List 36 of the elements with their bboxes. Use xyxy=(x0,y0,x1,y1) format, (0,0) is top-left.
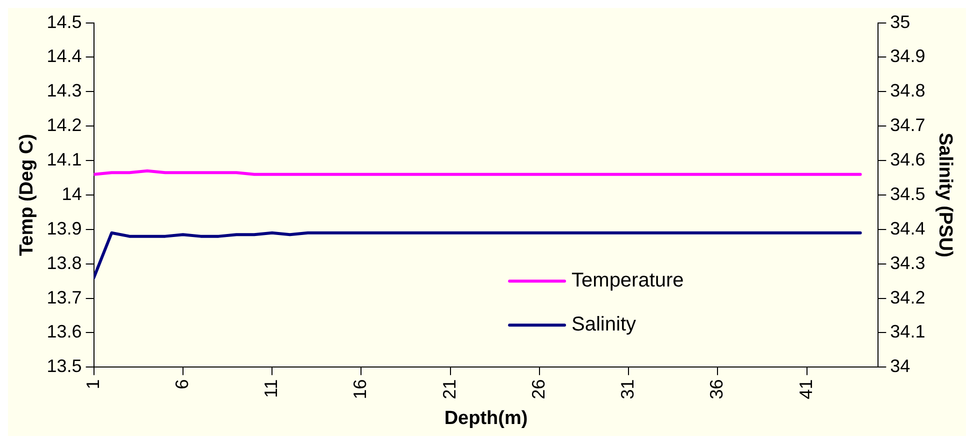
y-tick-label: 14.4 xyxy=(46,46,82,66)
x-tick-label: 21 xyxy=(439,379,460,400)
y2-tick-label: 34.1 xyxy=(890,322,926,342)
y-tick-label: 13.9 xyxy=(46,218,82,238)
y2-tick-label: 34.6 xyxy=(890,150,926,170)
legend-label: Temperature xyxy=(572,270,684,292)
y2-tick-label: 34.9 xyxy=(890,46,926,66)
y2-tick-label: 34.8 xyxy=(890,80,926,101)
y-tick-label: 14.3 xyxy=(46,80,82,101)
y-tick-label: 14.5 xyxy=(46,12,82,32)
y2-axis-title: Salinity (PSU) xyxy=(934,132,956,258)
legend-label: Salinity xyxy=(572,314,636,336)
x-tick-label: 31 xyxy=(618,379,638,400)
y-tick-label: 14.1 xyxy=(46,150,82,170)
x-tick-label: 11 xyxy=(261,379,282,398)
y-tick-label: 13.6 xyxy=(46,322,82,342)
x-tick-label: 16 xyxy=(350,379,370,400)
y-tick-label: 14 xyxy=(62,184,82,204)
y2-tick-label: 34.7 xyxy=(890,115,926,136)
x-tick-label: 26 xyxy=(528,379,548,400)
y2-tick-label: 35 xyxy=(890,12,910,32)
y2-tick-label: 34.4 xyxy=(890,218,926,238)
x-tick-label: 41 xyxy=(796,379,816,400)
x-axis-title: Depth(m) xyxy=(444,408,528,429)
y-axis-title: Temp (Deg C) xyxy=(16,134,38,256)
y-tick-label: 13.5 xyxy=(46,356,82,376)
y2-tick-label: 34.2 xyxy=(890,287,926,308)
y-tick-label: 13.7 xyxy=(46,287,82,308)
x-tick-label: 1 xyxy=(82,379,103,390)
y2-tick-label: 34 xyxy=(890,356,910,376)
y-tick-label: 14.2 xyxy=(46,115,82,136)
x-tick-label: 36 xyxy=(706,379,727,400)
y2-tick-label: 34.3 xyxy=(890,252,926,273)
y-tick-label: 13.8 xyxy=(46,252,82,273)
y2-tick-label: 34.5 xyxy=(890,184,926,204)
x-tick-label: 6 xyxy=(172,379,192,390)
